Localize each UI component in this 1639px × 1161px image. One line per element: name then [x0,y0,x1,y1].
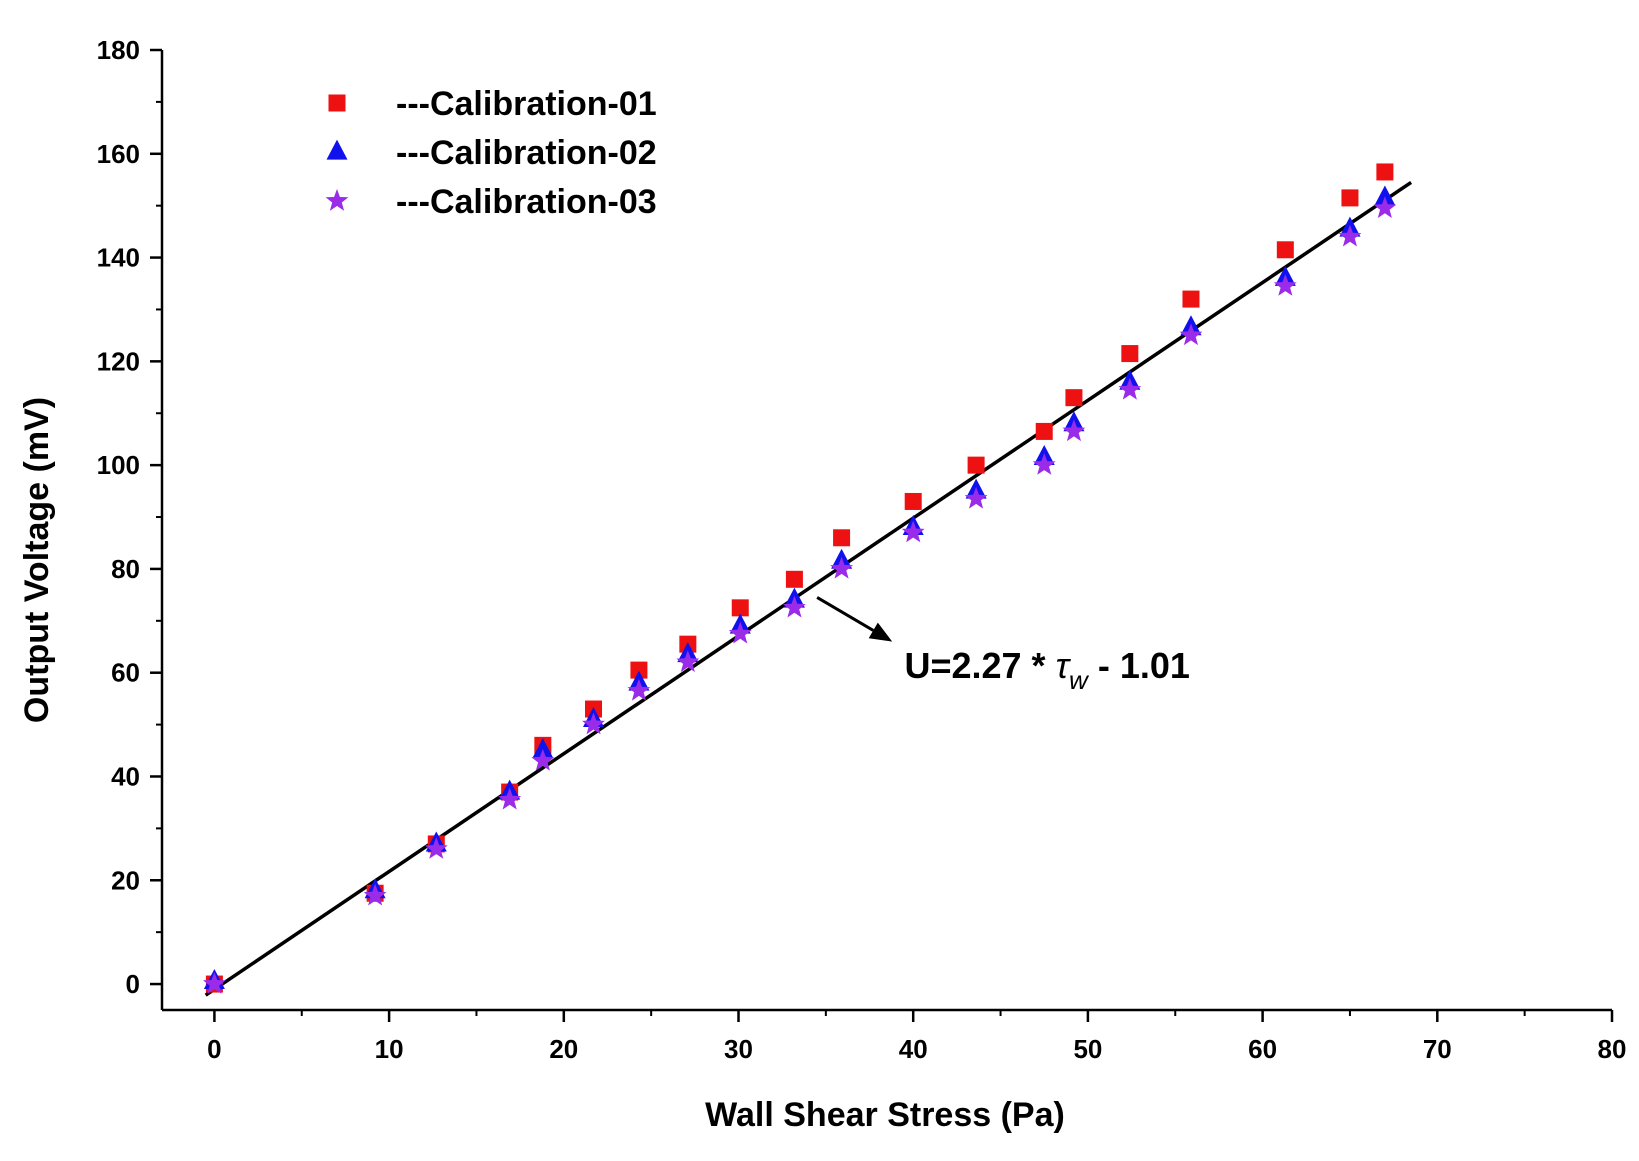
x-tick-label: 20 [549,1034,578,1064]
series-3-point [676,650,700,672]
y-tick-label: 60 [111,658,140,688]
x-tick-label: 70 [1423,1034,1452,1064]
fit-equation-suffix: - 1.01 [1088,645,1190,686]
series-3-point [1179,323,1203,346]
series-3-point [424,837,448,859]
series-3-point [627,678,651,701]
fit-line [204,180,1413,997]
series-1-point [1182,290,1200,308]
series-3-point [1373,196,1397,218]
legend: ---Calibration-01 ---Calibration-02 ---Cal… [325,85,657,221]
series-1-point [1121,345,1139,363]
series-3-point [498,787,522,810]
fit-equation: U=2.27 * τw - 1.01 [904,645,1189,695]
x-tick-label: 10 [375,1034,404,1064]
series-3-point [1062,419,1086,442]
axes: 0 10 20 30 40 50 60 70 80 0 20 40 60 80 100 120 140 160 18… [97,35,1627,1064]
series-1-point [833,529,851,547]
legend-marker-2 [326,139,348,160]
legend-label-2: ---Calibration-02 [396,134,657,172]
x-tick-label: 30 [724,1034,753,1064]
series-3-point [203,972,226,994]
series-3-point [1338,224,1362,247]
fit-equation-prefix: U=2.27 * [904,645,1055,686]
series-3-point [1118,377,1142,400]
series-1-point [1035,422,1053,440]
y-tick-label: 0 [126,969,140,999]
legend-label-1: ---Calibration-01 [396,85,657,123]
x-tick-label: 80 [1598,1034,1627,1064]
x-tick-label: 50 [1073,1034,1102,1064]
y-tick-label: 80 [111,554,140,584]
legend-marker-1 [328,94,346,112]
series-1-point [785,570,803,588]
series-3-point [830,556,853,579]
series-1-point [1276,241,1294,259]
y-tick-label: 160 [97,139,140,169]
series-1-point [630,661,648,679]
y-tick-label: 20 [111,865,140,895]
series-3-point [728,621,752,644]
x-axis-title: Wall Shear Stress (Pa) [705,1096,1065,1134]
series-1-point [731,599,749,617]
y-tick-label: 140 [97,243,140,273]
x-tick-label: 0 [207,1034,221,1064]
series-3-point [1032,453,1056,475]
series-3-point [363,883,387,906]
series-3-point [964,486,988,509]
data-points [203,163,1397,994]
series-1-point [967,456,985,474]
series-2-point [532,738,554,759]
y-tick-label: 180 [97,35,140,65]
series-1-point [1065,389,1083,407]
series-2-point [1374,185,1396,206]
series-1-point [904,492,922,510]
series-3 [203,196,1397,994]
x-tick-label: 60 [1248,1034,1277,1064]
fit-equation-subscript: w [1069,665,1090,695]
annotation-arrow-head [868,622,893,642]
series-3-point [531,748,555,771]
series-3-point [582,712,605,735]
series-1 [205,163,1394,993]
legend-marker-3 [325,189,349,211]
annotation-arrow-shaft [816,596,875,632]
series-1-point [1341,189,1359,207]
fit-equation-symbol: τ [1056,645,1072,686]
fit-line-group [204,180,1413,997]
series-1-point [1376,163,1394,181]
y-tick-label: 120 [97,346,140,376]
series-3-point [783,595,806,618]
fit-annotation: U=2.27 * τw - 1.01 [816,596,1190,695]
series-3-point [901,520,925,543]
y-tick-label: 40 [111,761,140,791]
x-tick-label: 40 [899,1034,928,1064]
y-tick-label: 100 [97,450,140,480]
y-axis-title: Output Voltage (mV) [18,397,56,723]
legend-label-3: ---Calibration-03 [396,183,657,221]
series-3-point [1273,274,1297,296]
